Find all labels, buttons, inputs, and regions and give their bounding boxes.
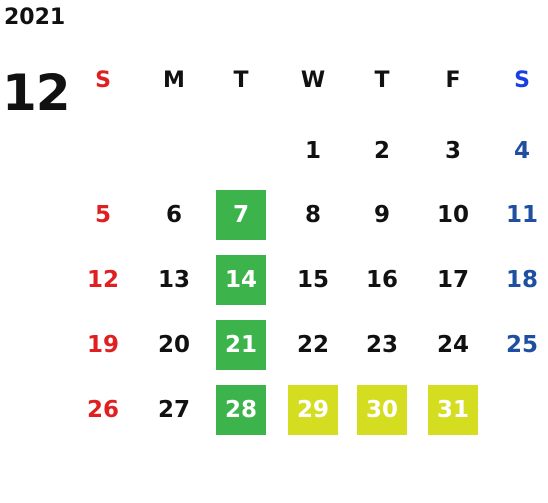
day-cell-1[interactable]: 1 <box>304 138 321 164</box>
day-cell-30[interactable]: 30 <box>357 385 407 435</box>
weekday-header-tuesday: T <box>233 68 249 93</box>
day-cell-17[interactable]: 17 <box>436 267 469 293</box>
day-cell-28[interactable]: 28 <box>216 385 266 435</box>
day-cell-9[interactable]: 9 <box>373 202 390 228</box>
day-cell-2[interactable]: 2 <box>373 138 390 164</box>
day-cell-26[interactable]: 26 <box>86 397 119 423</box>
day-cell-19[interactable]: 19 <box>86 332 119 358</box>
weekday-header-monday: M <box>163 68 185 93</box>
day-cell-11[interactable]: 11 <box>505 202 538 228</box>
day-cell-24[interactable]: 24 <box>436 332 469 358</box>
day-cell-7[interactable]: 7 <box>216 190 266 240</box>
month-label: 12 <box>2 64 71 122</box>
day-cell-3[interactable]: 3 <box>444 138 461 164</box>
day-cell-31[interactable]: 31 <box>428 385 478 435</box>
day-cell-25[interactable]: 25 <box>505 332 538 358</box>
day-cell-14[interactable]: 14 <box>216 255 266 305</box>
day-cell-4[interactable]: 4 <box>513 138 530 164</box>
day-cell-23[interactable]: 23 <box>365 332 398 358</box>
day-cell-12[interactable]: 12 <box>86 267 119 293</box>
weekday-header-thursday: T <box>374 68 390 93</box>
day-cell-20[interactable]: 20 <box>157 332 190 358</box>
year-label: 2021 <box>4 5 66 30</box>
weekday-header-friday: F <box>445 68 461 93</box>
day-cell-16[interactable]: 16 <box>365 267 398 293</box>
day-cell-15[interactable]: 15 <box>296 267 329 293</box>
weekday-header-sunday: S <box>95 68 111 93</box>
weekday-header-wednesday: W <box>300 68 326 93</box>
day-cell-21[interactable]: 21 <box>216 320 266 370</box>
day-cell-29[interactable]: 29 <box>288 385 338 435</box>
day-cell-18[interactable]: 18 <box>505 267 538 293</box>
day-cell-5[interactable]: 5 <box>94 202 111 228</box>
day-cell-8[interactable]: 8 <box>304 202 321 228</box>
weekday-header-saturday: S <box>514 68 530 93</box>
day-cell-10[interactable]: 10 <box>436 202 469 228</box>
day-cell-22[interactable]: 22 <box>296 332 329 358</box>
day-cell-13[interactable]: 13 <box>157 267 190 293</box>
day-cell-27[interactable]: 27 <box>157 397 190 423</box>
day-cell-6[interactable]: 6 <box>165 202 182 228</box>
